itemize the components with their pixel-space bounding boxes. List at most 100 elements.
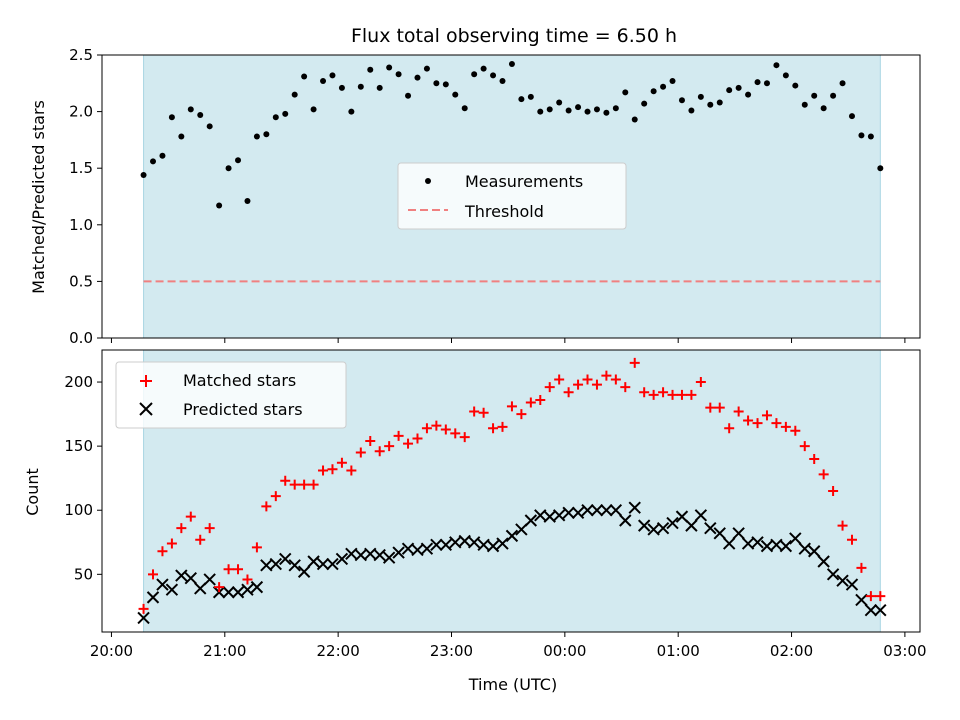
measurement-point	[556, 99, 563, 106]
measurement-point	[461, 105, 468, 112]
measurement-point	[348, 108, 355, 115]
measurement-point	[480, 65, 487, 72]
predicted-star-point	[335, 552, 349, 566]
measurement-point	[291, 91, 298, 98]
matched-star-point	[658, 387, 669, 398]
predicted-star-point	[515, 523, 528, 536]
predicted-star-point	[194, 582, 207, 595]
matched-star-point	[620, 382, 631, 393]
predicted-star-point	[619, 514, 632, 527]
matched-star-point	[639, 387, 650, 398]
matched-star-point	[837, 520, 848, 531]
matched-star-point	[355, 447, 366, 458]
legend-predicted-label: Predicted stars	[183, 400, 303, 419]
predicted-star-point	[694, 509, 708, 522]
predicted-star-point	[845, 578, 859, 591]
measurement-point	[452, 91, 459, 98]
measurement-point	[745, 91, 752, 98]
matched-star-point	[780, 421, 791, 432]
measurement-point	[848, 113, 855, 120]
top-y-tick-label: 0.0	[69, 329, 93, 347]
legend-threshold-label: Threshold	[464, 202, 544, 221]
matched-star-point	[251, 542, 262, 553]
predicted-star-point	[836, 574, 849, 587]
matched-star-point	[459, 432, 470, 443]
matched-star-point	[733, 406, 744, 417]
bottom-x-tick-label: 01:00	[657, 642, 700, 660]
measurement-point	[367, 66, 374, 73]
measurement-point	[442, 81, 449, 88]
bottom-x-tick-label: 02:00	[770, 642, 813, 660]
matched-star-point	[601, 370, 612, 381]
measurement-point	[150, 158, 157, 165]
measurement-point	[792, 82, 799, 89]
top-legend: Measurements Threshold	[397, 162, 627, 230]
matched-star-point	[488, 423, 499, 434]
measurement-point	[244, 198, 251, 205]
bottom-x-tick-label: 20:00	[90, 642, 133, 660]
predicted-star-point	[609, 504, 623, 517]
matched-star-point	[724, 423, 735, 434]
matched-star-point	[138, 603, 149, 614]
matched-star-point	[223, 564, 234, 575]
predicted-star-point	[864, 604, 878, 617]
predicted-star-point	[751, 536, 764, 549]
top-y-tick-label: 0.5	[69, 272, 93, 290]
measurement-point	[518, 96, 525, 103]
predicted-star-point	[250, 580, 264, 594]
measurement-point	[660, 83, 667, 90]
predicted-star-point	[316, 557, 330, 571]
measurement-point	[726, 87, 733, 94]
measurement-point	[253, 133, 260, 140]
bottom-x-tick-label: 21:00	[203, 642, 246, 660]
measurement-point	[272, 114, 279, 121]
matched-star-point	[299, 479, 310, 490]
matched-star-point	[384, 441, 395, 452]
measurement-point	[263, 131, 270, 138]
measurement-point	[697, 93, 704, 100]
matched-star-point	[336, 457, 347, 468]
predicted-star-point	[732, 527, 745, 540]
measurement-point	[357, 83, 364, 90]
matched-star-point	[318, 465, 329, 476]
matched-star-point	[185, 511, 196, 522]
measurement-point	[754, 79, 761, 86]
measurement-point	[735, 84, 742, 91]
predicted-star-point	[590, 504, 604, 517]
measurement-point	[763, 80, 770, 87]
predicted-star-point	[874, 604, 887, 617]
legend-matched-label: Matched stars	[183, 371, 296, 390]
bottom-x-tick-label: 23:00	[430, 642, 473, 660]
predicted-star-point	[486, 539, 500, 553]
measurement-point	[820, 105, 827, 112]
matched-star-point	[308, 479, 319, 490]
measurement-point	[405, 92, 412, 99]
matched-star-point	[865, 591, 876, 602]
predicted-star-point	[156, 578, 169, 591]
measurement-point	[546, 106, 553, 113]
measurement-point	[490, 72, 497, 79]
measurement-point	[631, 116, 638, 123]
measurement-point	[641, 100, 648, 107]
measurement-point	[688, 107, 695, 114]
matched-star-point	[412, 433, 423, 444]
matched-star-point	[365, 436, 376, 447]
measurement-point	[811, 92, 818, 99]
measurement-point	[716, 99, 723, 106]
matched-star-point	[573, 379, 584, 390]
matched-star-point	[554, 374, 565, 385]
top-panel: 0.0 0.5 1.0 1.5 2.0 2.5 Measurements Threshold	[69, 46, 921, 347]
predicted-star-point	[175, 569, 188, 582]
matched-star-point	[771, 418, 782, 429]
matched-star-point	[289, 479, 300, 490]
matched-star-point	[563, 387, 574, 398]
measurement-point	[159, 152, 166, 159]
matched-star-point	[393, 430, 404, 441]
matched-star-point	[856, 562, 867, 573]
measurement-point	[395, 71, 402, 78]
matched-star-point	[591, 379, 602, 390]
chart-title: Flux total observing time = 6.50 h	[351, 25, 677, 47]
top-y-tick-label: 2.5	[69, 46, 93, 64]
matched-star-point	[261, 501, 272, 512]
measurement-point	[386, 64, 393, 71]
